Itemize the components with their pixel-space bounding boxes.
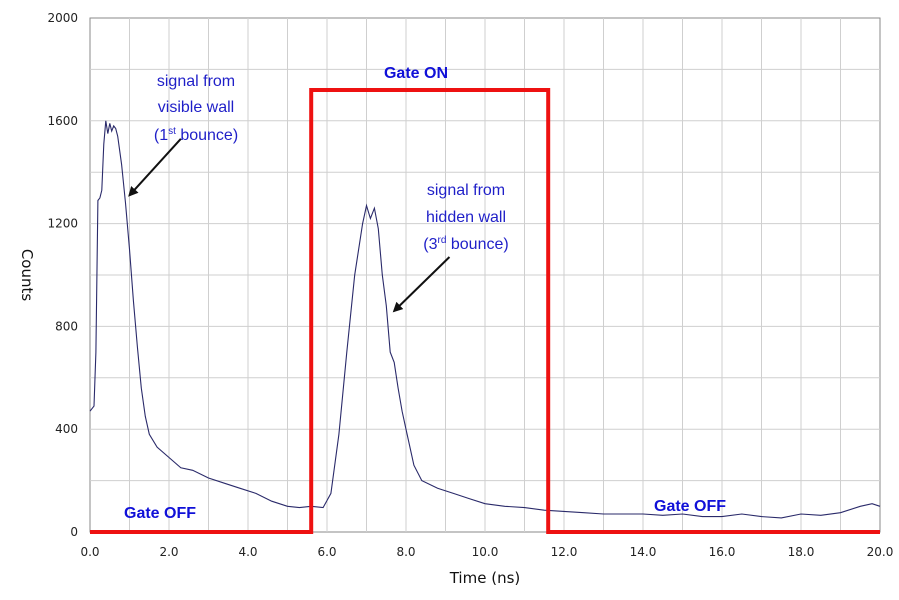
annotation-arrow-hidden-wall [392, 256, 451, 313]
gate-on-label: Gate ON [384, 65, 448, 82]
annotation-visible-wall-line-3: (1st bounce) [154, 126, 238, 144]
gate-off-label-left: Gate OFF [124, 505, 196, 522]
y-tick-label: 1600 [47, 114, 78, 128]
x-tick-label: 4.0 [238, 545, 257, 559]
annotation-visible-wall-line-2: visible wall [158, 99, 234, 116]
x-tick-label: 2.0 [159, 545, 178, 559]
y-tick-label: 400 [55, 422, 78, 436]
y-axis-label: Counts [18, 249, 36, 302]
annotation-arrow-visible-wall [128, 138, 182, 197]
x-tick-label: 16.0 [709, 545, 736, 559]
x-tick-label: 20.0 [867, 545, 894, 559]
y-tick-label: 2000 [47, 11, 78, 25]
annotation-hidden-wall-line-3: (3rd bounce) [423, 235, 508, 253]
x-axis-label: Time (ns) [449, 569, 521, 587]
gate-line [90, 88, 880, 534]
x-tick-label: 18.0 [788, 545, 815, 559]
signal-series-line [89, 120, 881, 519]
gate-off-label-right: Gate OFF [654, 498, 726, 515]
y-tick-label: 1200 [47, 217, 78, 231]
x-tick-label: 6.0 [317, 545, 336, 559]
annotation-hidden-wall-line-2: hidden wall [426, 209, 506, 226]
x-tick-label: 14.0 [630, 545, 657, 559]
annotation-hidden-wall-line-1: signal from [427, 182, 505, 199]
y-tick-label: 800 [55, 319, 78, 333]
x-tick-label: 0.0 [80, 545, 99, 559]
x-tick-label: 12.0 [551, 545, 578, 559]
y-tick-labels: 0 400 800 1200 1600 2000 [47, 11, 78, 539]
x-tick-labels: 0.0 2.0 4.0 6.0 8.0 10.0 12.0 14.0 16.0 18.0 20.0 [80, 545, 893, 559]
x-tick-label: 8.0 [396, 545, 415, 559]
grid [90, 18, 880, 532]
annotation-visible-wall-line-1: signal from [157, 73, 235, 90]
x-tick-label: 10.0 [472, 545, 499, 559]
y-tick-label: 0 [70, 525, 78, 539]
